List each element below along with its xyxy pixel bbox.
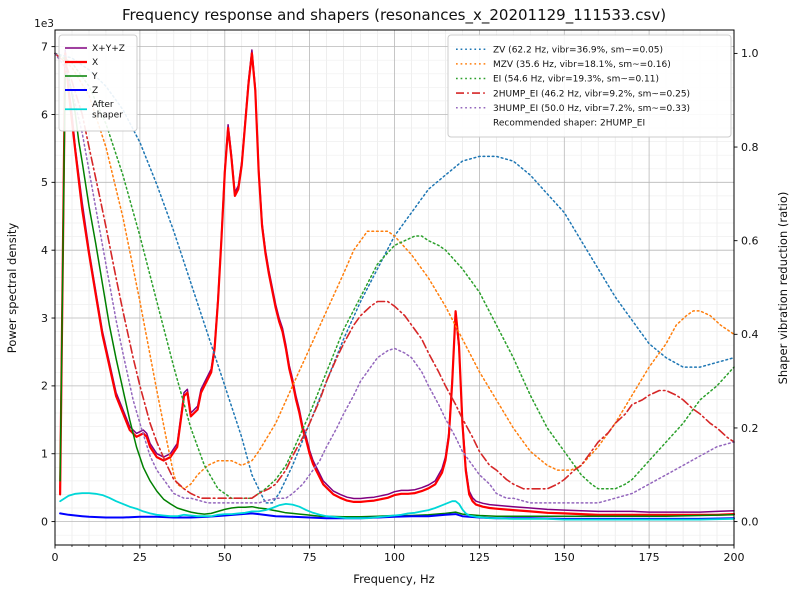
y-axis-label: Power spectral density bbox=[5, 223, 19, 354]
shaper-legend-frame bbox=[447, 34, 732, 138]
y2-axis-label: Shaper vibration reduction (ratio) bbox=[776, 192, 790, 385]
legend-label: X bbox=[92, 58, 98, 68]
series-zv bbox=[54, 52, 735, 504]
y-tick-label: 5 bbox=[41, 176, 48, 189]
legend-label: Recommended shaper: 2HUMP_EI bbox=[493, 119, 645, 129]
series-2hump-ei bbox=[54, 52, 735, 499]
x-tick-label: 175 bbox=[639, 551, 660, 564]
x-tick-label: 125 bbox=[469, 551, 490, 564]
y2-tick-label: 0.2 bbox=[741, 422, 759, 435]
x-tick-label: 150 bbox=[554, 551, 575, 564]
legend-label: EI (54.6 Hz, vibr=19.3%, sm~=0.11) bbox=[493, 75, 659, 85]
legend-label: Z bbox=[92, 86, 98, 96]
legend-label: shaper bbox=[92, 111, 123, 121]
legend-label: MZV (35.6 Hz, vibr=18.1%, sm~=0.16) bbox=[493, 60, 671, 70]
y2-tick-label: 0.0 bbox=[741, 515, 759, 528]
y-tick-label: 7 bbox=[41, 40, 48, 53]
x-tick-label: 50 bbox=[218, 551, 232, 564]
series-mzv bbox=[54, 52, 735, 490]
legend-label: After bbox=[92, 100, 114, 110]
y-tick-label: 3 bbox=[41, 312, 48, 325]
y-tick-label: 6 bbox=[41, 108, 48, 121]
y-tick-label: 1 bbox=[41, 448, 48, 461]
series-ei bbox=[54, 52, 735, 499]
series-layer bbox=[54, 49, 736, 521]
legend-label: ZV (62.2 Hz, vibr=36.9%, sm~=0.05) bbox=[493, 46, 663, 56]
legend-label: Y bbox=[91, 72, 98, 82]
series-x bbox=[59, 52, 736, 516]
legend-label: 2HUMP_EI (46.2 Hz, vibr=9.2%, sm~=0.25) bbox=[493, 89, 690, 99]
axes-layer: 0 25 50 75 100 125 150 175 200 0 1 2 3 4 5 6 7 0.0 0.2 0.4 0… bbox=[41, 29, 759, 564]
y-tick-label: 0 bbox=[41, 515, 48, 528]
x-tick-label: 100 bbox=[384, 551, 405, 564]
y2-tick-label: 0.8 bbox=[741, 141, 759, 154]
y2-tick-label: 0.4 bbox=[741, 328, 759, 341]
x-tick-label: 200 bbox=[724, 551, 745, 564]
grid-layer bbox=[54, 30, 735, 545]
shaper-legend: ZV (62.2 Hz, vibr=36.9%, sm~=0.05) MZV (3… bbox=[447, 34, 732, 138]
y-tick-label: 2 bbox=[41, 380, 48, 393]
series-y bbox=[59, 73, 735, 518]
series-after-shaper bbox=[59, 492, 735, 521]
series-3hump-ei bbox=[54, 52, 735, 504]
y2-tick-label: 0.6 bbox=[741, 234, 759, 247]
x-tick-label: 25 bbox=[133, 551, 147, 564]
x-tick-label: 75 bbox=[303, 551, 317, 564]
y2-tick-label: 1.0 bbox=[741, 47, 759, 60]
legend-label: 3HUMP_EI (50.0 Hz, vibr=7.2%, sm~=0.33) bbox=[493, 104, 690, 114]
y-axis-offset-label: 1e3 bbox=[34, 18, 54, 30]
chart-title: Frequency response and shapers (resonanc… bbox=[122, 6, 666, 25]
legend-label: X+Y+Z bbox=[92, 44, 125, 54]
y-tick-label: 4 bbox=[41, 244, 48, 257]
x-axis-label: Frequency, Hz bbox=[353, 572, 434, 586]
x-tick-label: 0 bbox=[52, 551, 59, 564]
psd-legend-frame bbox=[58, 34, 138, 132]
